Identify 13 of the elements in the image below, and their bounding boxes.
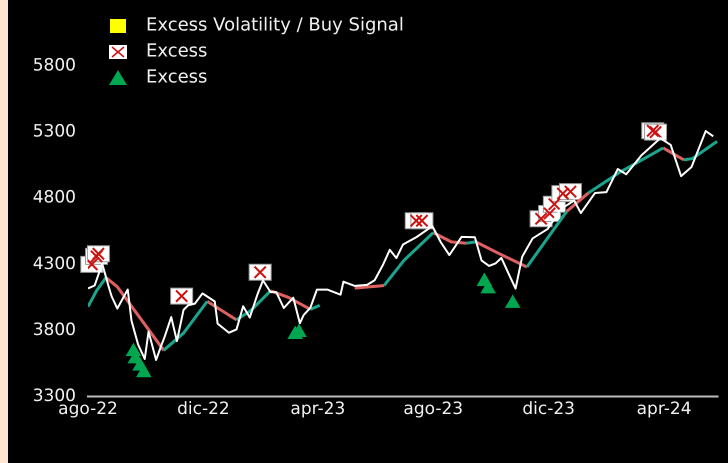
legend-label: Excess [146, 40, 208, 62]
x-tick-label: ago-23 [403, 399, 464, 420]
x-tick-label: dic-22 [177, 399, 230, 420]
y-tick-label: 5800 [32, 55, 76, 76]
x-tick-label: dic-23 [522, 399, 575, 420]
legend-label: Excess [146, 66, 208, 88]
x-tick-label: apr-23 [290, 399, 346, 420]
y-tick-label: 3800 [32, 320, 76, 340]
y-tick-label: 4300 [32, 254, 76, 274]
y-tick-label: 4800 [32, 188, 76, 208]
legend-label: Excess Volatility / Buy Signal [146, 14, 404, 36]
y-tick-label: 5300 [32, 122, 76, 142]
x-tick-label: apr-24 [636, 399, 692, 420]
